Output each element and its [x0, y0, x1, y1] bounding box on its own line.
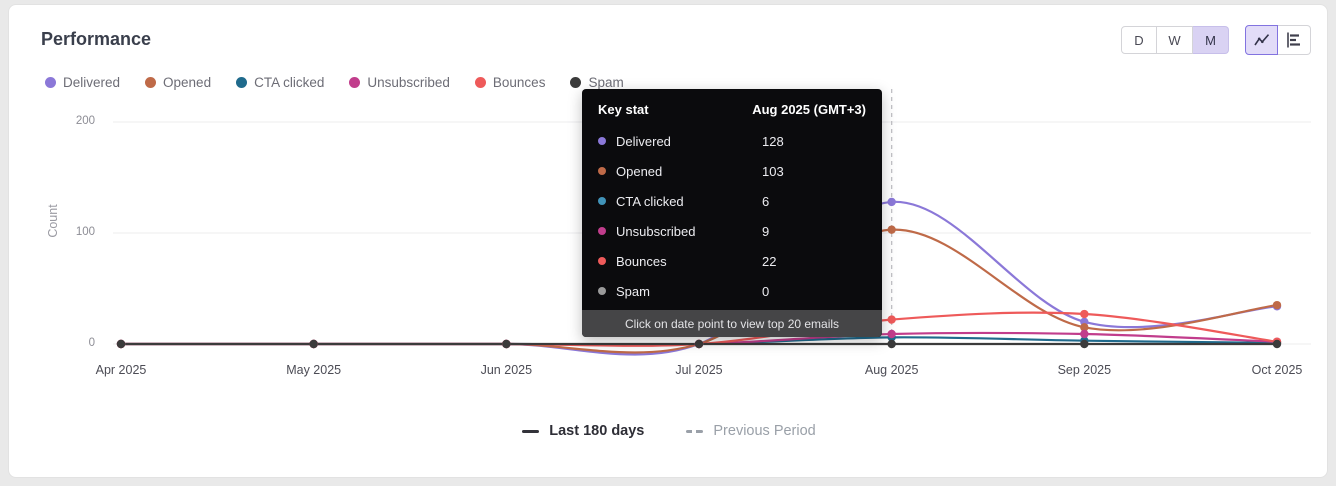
chart-tooltip: Key stat Aug 2025 (GMT+3) Delivered 128 Op…	[582, 89, 882, 337]
data-point[interactable]	[887, 315, 896, 324]
legend-previous-period[interactable]: Previous Period	[686, 423, 816, 439]
tooltip-row-label: Unsubscribed	[616, 223, 696, 239]
data-point[interactable]	[887, 329, 896, 339]
y-tick-label: 0	[88, 337, 95, 349]
data-point[interactable]	[1080, 323, 1089, 332]
data-point[interactable]	[1272, 300, 1282, 310]
tooltip-row-value: 103	[762, 163, 784, 179]
tooltip-row-spam: Spam 0	[582, 276, 882, 306]
range-button-m[interactable]: M	[1193, 26, 1229, 54]
period-legend: Last 180 days Previous Period	[9, 423, 1329, 439]
x-tick-label: Jul 2025	[675, 363, 723, 377]
tooltip-title: Key stat	[598, 102, 649, 117]
tooltip-row-label: CTA clicked	[616, 193, 684, 209]
data-point[interactable]	[887, 339, 896, 349]
chart-legend: Delivered Opened CTA clicked Unsubscribed Bo…	[45, 75, 624, 90]
x-tick-label: Aug 2025	[864, 363, 919, 377]
y-tick-label: 200	[75, 115, 95, 127]
x-tick-label: Oct 2025	[1251, 363, 1303, 377]
series-dot-icon	[598, 197, 606, 205]
data-point[interactable]	[1080, 329, 1089, 339]
legend-dot-icon	[145, 77, 157, 88]
x-tick-label: Jun 2025	[480, 363, 533, 377]
tooltip-row-label: Delivered	[616, 133, 671, 149]
legend-item-unsubscribed[interactable]: Unsubscribed	[349, 75, 450, 90]
data-point[interactable]	[1080, 339, 1089, 349]
legend-item-cta-clicked[interactable]: CTA clicked	[236, 75, 324, 90]
tooltip-row-opened: Opened 103	[582, 156, 882, 186]
legend-label: Bounces	[492, 75, 546, 90]
line-chart-button[interactable]	[1245, 25, 1278, 55]
legend-dot-icon	[349, 77, 361, 88]
tooltip-header: Key stat Aug 2025 (GMT+3)	[582, 89, 882, 126]
page-title: Performance	[41, 29, 152, 49]
legend-label: Spam	[588, 75, 624, 90]
line-chart-icon	[1253, 34, 1269, 46]
x-tick-label: Sep 2025	[1057, 363, 1112, 377]
data-point[interactable]	[1080, 309, 1089, 319]
tooltip-row-value: 6	[762, 193, 770, 209]
series-dot-icon	[598, 167, 606, 175]
chart-type-toggle-group	[1245, 25, 1311, 55]
legend-label: Delivered	[63, 75, 121, 90]
legend-label: Opened	[163, 75, 212, 90]
bar-chart-icon	[1287, 32, 1300, 48]
x-tick-label: May 2025	[286, 363, 342, 377]
legend-item-delivered[interactable]: Delivered	[45, 75, 120, 90]
tooltip-row-label: Spam	[616, 283, 650, 299]
legend-item-spam[interactable]: Spam	[570, 75, 624, 90]
tooltip-date: Aug 2025 (GMT+3)	[752, 102, 866, 117]
legend-dot-icon	[570, 77, 582, 88]
legend-dot-icon	[45, 77, 56, 88]
bar-chart-button[interactable]	[1278, 25, 1311, 55]
legend-label: CTA clicked	[254, 75, 325, 90]
tooltip-row-label: Opened	[616, 163, 663, 179]
tooltip-row-value: 128	[762, 133, 784, 149]
data-point[interactable]	[887, 197, 896, 207]
tooltip-row-label: Bounces	[616, 253, 667, 269]
data-point[interactable]	[1272, 339, 1282, 349]
solid-line-icon	[522, 429, 540, 433]
series-dot-icon	[598, 137, 606, 145]
series-dot-icon	[598, 257, 606, 265]
data-point[interactable]	[887, 225, 896, 234]
data-point[interactable]	[694, 339, 704, 349]
tooltip-row-value: 0	[762, 283, 770, 299]
legend-dot-icon	[236, 77, 248, 88]
tooltip-rows: Delivered 128 Opened 103 CTA clicked 6 Unsubsc…	[582, 126, 882, 306]
data-point[interactable]	[502, 339, 511, 349]
legend-item-bounces[interactable]: Bounces	[474, 75, 546, 90]
tooltip-row-delivered: Delivered 128	[582, 126, 882, 156]
data-point[interactable]	[309, 339, 318, 349]
legend-item-opened[interactable]: Opened	[145, 75, 211, 90]
tooltip-row-value: 22	[762, 253, 777, 269]
tooltip-row-bounces: Bounces 22	[582, 246, 882, 276]
tooltip-row-value: 9	[762, 223, 770, 239]
series-dot-icon	[598, 287, 606, 295]
x-tick-label: Apr 2025	[95, 363, 147, 377]
series-dot-icon	[598, 227, 606, 235]
tooltip-row-cta-clicked: CTA clicked 6	[582, 186, 882, 216]
legend-current-period[interactable]: Last 180 days	[522, 423, 644, 439]
dashed-line-icon	[686, 429, 704, 433]
data-point[interactable]	[116, 339, 126, 349]
y-tick-label: 100	[75, 226, 95, 238]
legend-label: Unsubscribed	[367, 75, 450, 90]
tooltip-row-unsubscribed: Unsubscribed 9	[582, 216, 882, 246]
range-button-d[interactable]: D	[1121, 26, 1157, 54]
range-button-w[interactable]: W	[1157, 26, 1193, 54]
legend-dot-icon	[474, 77, 486, 88]
tooltip-footer-hint: Click on date point to view top 20 email…	[582, 310, 882, 337]
